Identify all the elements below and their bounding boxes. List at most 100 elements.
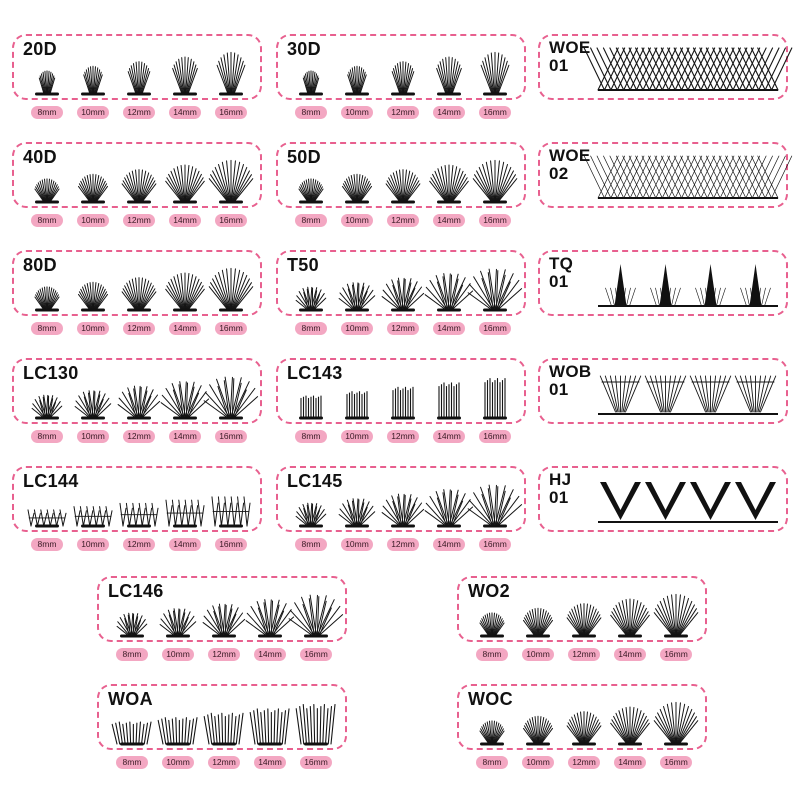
size-tag: 14mm [169,106,201,119]
card-title: 80D [23,255,57,275]
card-title-line2: 01 [549,272,569,291]
size-tag: 12mm [387,430,419,443]
lash-cluster-image [208,159,254,204]
card-title: LC144 [23,471,79,491]
lash-cluster-image [338,282,376,312]
lash-cluster-image [299,70,323,96]
lash-cluster-image [34,178,60,204]
size-tag: 10mm [522,648,554,661]
lash-cluster-image [77,173,109,204]
size-tag: 8mm [295,106,327,119]
lash-cluster-image [338,498,376,528]
size-tag: 12mm [387,538,419,551]
card-title-line1: WOB [549,362,592,381]
size-tag: 8mm [116,648,148,661]
size-tag: 10mm [77,106,109,119]
card-title: HJ 01 [549,471,571,507]
size-tag: 8mm [116,756,148,769]
lash-cluster-image [116,612,148,638]
card-title: WOB 01 [549,363,591,399]
lash-cluster-image [81,65,105,96]
size-tag: 8mm [31,430,63,443]
size-tag: 16mm [215,430,247,443]
size-tag: 16mm [479,322,511,335]
card-20d: 20D 8mm 10mm 12mm 14mm 16mm [12,34,262,119]
size-tag: 8mm [295,538,327,551]
lash-cluster-image [381,493,425,528]
lash-cluster-image [295,286,327,312]
size-tag: 12mm [387,322,419,335]
size-tag: 16mm [215,214,247,227]
lash-cluster-image [211,496,251,528]
size-tag: 12mm [387,214,419,227]
lash-cluster-image [27,509,67,528]
lash-cluster-image [385,169,421,204]
size-tag: 16mm [215,538,247,551]
card-title: WO2 [468,581,510,601]
card-wob01: WOB 01 [538,358,788,424]
size-tag: 14mm [433,106,465,119]
size-tag: 8mm [295,214,327,227]
size-tag: 12mm [208,756,240,769]
size-tag: 16mm [215,322,247,335]
lash-cluster-image [216,51,246,96]
lash-strip-image [598,264,778,307]
size-tag: 12mm [123,106,155,119]
lash-cluster-image [165,499,205,528]
card-title-line1: TQ [549,254,574,273]
size-tag: 10mm [162,756,194,769]
card-woe01: WOE 01 [538,34,793,100]
lash-strip-image [583,47,793,91]
card-hj01: HJ 01 [538,466,788,532]
lash-cluster-image [119,502,159,528]
card-title: 50D [287,147,321,167]
card-title-line2: 02 [549,164,569,183]
lash-cluster-image [165,272,205,312]
lash-cluster-image [522,607,554,638]
card-title: WOA [108,689,153,709]
size-tag: 8mm [295,430,327,443]
card-title: 40D [23,147,57,167]
card-title-line1: WOE [549,146,591,165]
lash-cluster-image [159,608,197,638]
size-tag: 10mm [341,214,373,227]
card-title: T50 [287,255,319,275]
size-tag: 14mm [254,756,286,769]
card-title: LC130 [23,363,79,383]
lash-cluster-image [479,612,505,638]
size-tag: 12mm [123,322,155,335]
size-tag: 16mm [215,106,247,119]
lash-cluster-image [295,703,336,746]
card-title: 20D [23,39,57,59]
lash-cluster-image [391,61,415,96]
size-tag: 12mm [387,106,419,119]
lash-cluster-image [73,506,113,528]
size-tag: 16mm [660,756,692,769]
card-woc: WOC 8mm 10mm 12mm 14mm 16mm [457,684,707,769]
card-title-line1: HJ [549,470,572,489]
card-80d: 80D 8mm 10mm 12mm 14mm 16mm [12,250,262,335]
size-tag: 10mm [77,538,109,551]
size-tag: 10mm [341,322,373,335]
size-tag: 10mm [341,430,373,443]
size-tag: 14mm [169,538,201,551]
size-tag: 12mm [123,214,155,227]
card-title-line2: 01 [549,488,569,507]
card-title: 30D [287,39,321,59]
lash-cluster-image [208,267,254,312]
size-tag: 12mm [123,430,155,443]
card-lc143: LC143 8mm 10mm 12mm 14mm 16mm [276,358,526,443]
size-tag: 12mm [208,648,240,661]
size-tag: 14mm [254,648,286,661]
lash-cluster-image [341,173,373,204]
lash-cluster-image [653,701,699,746]
lash-cluster-image [117,385,161,420]
size-tag: 16mm [300,756,332,769]
lash-strip-image [598,375,778,415]
lash-cluster-image [288,594,344,638]
lash-cluster-image [295,502,327,528]
lash-cluster-image [381,277,425,312]
card-title: WOE 01 [549,39,591,75]
lash-cluster-image [202,603,246,638]
lash-cluster-image [345,65,369,96]
